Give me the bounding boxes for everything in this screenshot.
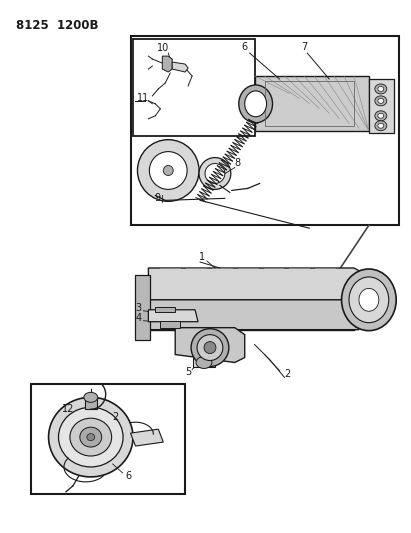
Ellipse shape (163, 166, 173, 175)
Ellipse shape (375, 111, 387, 121)
Polygon shape (369, 79, 394, 133)
Text: 6: 6 (125, 471, 132, 481)
Polygon shape (160, 321, 180, 328)
Text: 8: 8 (235, 158, 241, 167)
Polygon shape (255, 76, 369, 131)
Ellipse shape (70, 418, 112, 456)
Text: 3: 3 (135, 303, 141, 313)
Ellipse shape (375, 96, 387, 106)
Polygon shape (155, 307, 175, 312)
Ellipse shape (349, 277, 389, 322)
Polygon shape (148, 268, 374, 300)
Text: 4: 4 (135, 313, 141, 323)
Ellipse shape (204, 342, 216, 353)
Ellipse shape (199, 158, 231, 189)
Ellipse shape (378, 123, 384, 128)
Ellipse shape (359, 288, 379, 311)
Polygon shape (172, 62, 188, 72)
Ellipse shape (137, 140, 199, 201)
Text: 7: 7 (301, 42, 307, 52)
Ellipse shape (378, 99, 384, 103)
Polygon shape (175, 328, 245, 362)
Polygon shape (193, 358, 215, 367)
Polygon shape (131, 429, 163, 446)
Bar (134, 39, 255, 136)
Text: 2: 2 (113, 412, 119, 422)
Ellipse shape (342, 269, 396, 330)
Ellipse shape (245, 91, 267, 117)
Ellipse shape (149, 151, 187, 189)
Polygon shape (148, 310, 198, 322)
Text: 9: 9 (154, 193, 160, 204)
Ellipse shape (84, 392, 98, 402)
Polygon shape (85, 397, 97, 409)
Ellipse shape (191, 329, 229, 367)
Ellipse shape (378, 114, 384, 118)
Polygon shape (148, 300, 359, 330)
Text: 5: 5 (185, 367, 191, 377)
Text: 11: 11 (137, 93, 150, 103)
Ellipse shape (239, 85, 272, 123)
Text: 2: 2 (284, 369, 291, 379)
Ellipse shape (58, 407, 123, 467)
Ellipse shape (378, 86, 384, 92)
Bar (131, 36, 399, 225)
Ellipse shape (196, 357, 212, 368)
Ellipse shape (87, 434, 95, 441)
Polygon shape (162, 56, 172, 72)
Ellipse shape (48, 397, 133, 477)
Text: 6: 6 (242, 42, 248, 52)
Polygon shape (136, 275, 150, 340)
Ellipse shape (375, 84, 387, 94)
Text: 8125  1200B: 8125 1200B (16, 19, 99, 33)
Ellipse shape (205, 164, 225, 183)
Ellipse shape (197, 335, 223, 360)
Text: 10: 10 (157, 43, 169, 53)
Text: 1: 1 (199, 252, 205, 262)
Text: 12: 12 (62, 404, 74, 414)
Ellipse shape (375, 121, 387, 131)
Ellipse shape (80, 427, 102, 447)
Bar (31, 384, 185, 494)
